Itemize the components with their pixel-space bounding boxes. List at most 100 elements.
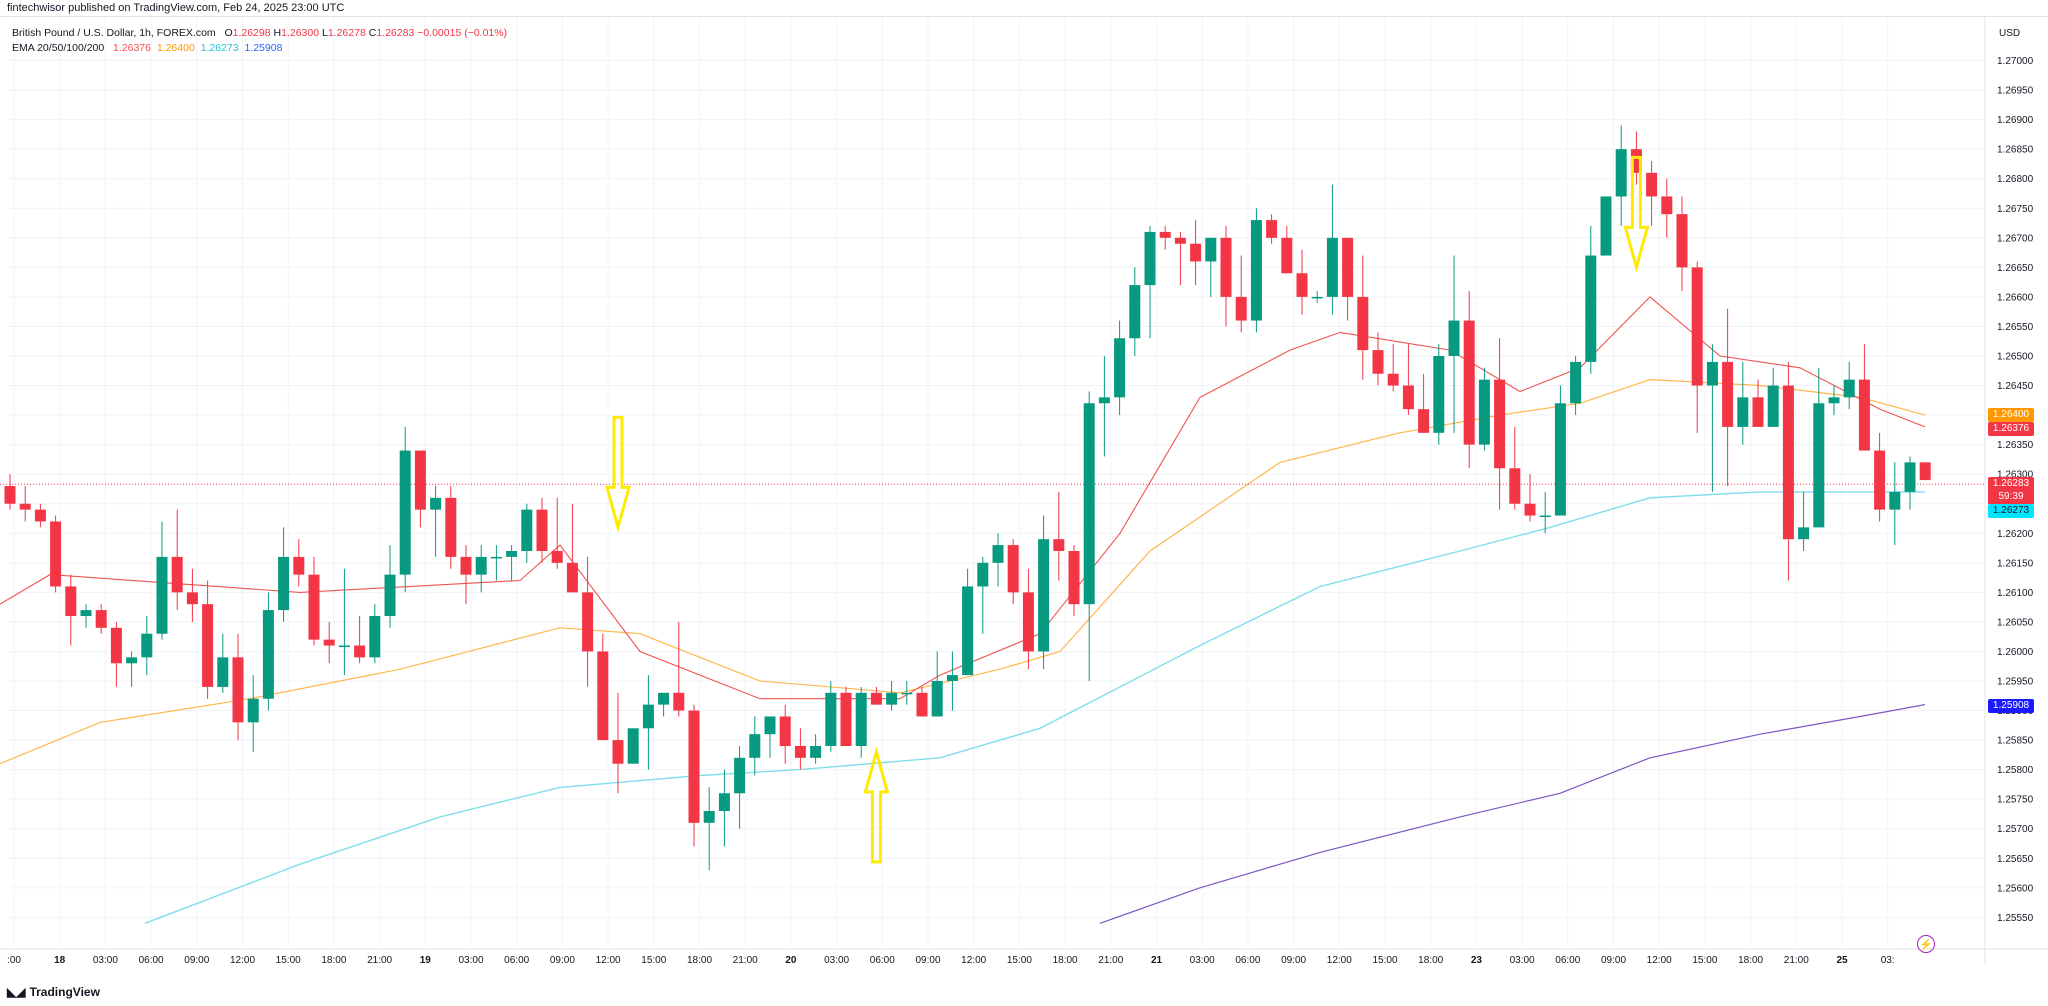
candle-up	[475, 556, 487, 575]
ema20-value: 1.26376	[113, 42, 151, 54]
candle-down	[1190, 243, 1202, 262]
y-tick-label: 1.25800	[1997, 765, 2034, 776]
candle-down	[445, 497, 457, 557]
candle-up	[642, 704, 654, 729]
candle-down	[1022, 592, 1034, 652]
candle-down	[840, 692, 852, 746]
candle-down	[1159, 231, 1171, 238]
candle-down	[1174, 237, 1186, 244]
candle-down	[19, 503, 31, 510]
ema200-line	[1099, 704, 1926, 924]
ema100-line	[144, 491, 1925, 924]
candle-down	[582, 592, 594, 652]
x-tick-label: 06:00	[1555, 955, 1580, 966]
y-tick-label: 1.26750	[1997, 204, 2034, 215]
candle-up	[1843, 379, 1855, 398]
y-tick-label: 1.25850	[1997, 736, 2034, 747]
candle-up	[1083, 403, 1095, 605]
arrow-up-annotation	[863, 746, 890, 864]
x-tick-label: 03:00	[824, 955, 849, 966]
candle-up	[718, 793, 730, 811]
x-tick-label: 12:00	[961, 955, 986, 966]
x-tick-label: 21:00	[733, 955, 758, 966]
arrow-down-annotation	[605, 415, 631, 534]
ema-label: EMA 20/50/100/200	[12, 42, 105, 54]
candle-up	[962, 586, 974, 676]
tradingview-logo-icon: ◣◢	[7, 985, 26, 999]
y-tick-label: 1.25550	[1997, 913, 2034, 924]
candle-down	[1661, 196, 1673, 215]
tradingview-logo[interactable]: ◣◢ TradingView	[7, 985, 100, 999]
candle-down	[50, 521, 62, 587]
ema100-price-tag: 1.26273	[1988, 504, 2034, 519]
y-tick-label: 1.26300	[1997, 470, 2034, 481]
candle-down	[1418, 409, 1430, 433]
candle-up	[1585, 255, 1597, 362]
candle-down	[673, 692, 685, 711]
candle-up	[734, 757, 746, 794]
y-tick-label: 1.26050	[1997, 617, 2034, 628]
x-tick-label: 03:00	[93, 955, 118, 966]
y-tick-label: 1.25600	[1997, 883, 2034, 894]
candle-up	[521, 509, 533, 551]
candle-up	[749, 734, 761, 758]
candle-up	[1326, 237, 1338, 297]
candle-down	[1387, 373, 1399, 386]
candle-down	[95, 610, 107, 628]
x-tick-label: 18:00	[1053, 955, 1078, 966]
candle-up	[1478, 379, 1490, 445]
candle-down	[1676, 214, 1688, 268]
candle-up	[1615, 149, 1627, 197]
chart-legend: British Pound / U.S. Dollar, 1h, FOREX.c…	[12, 26, 507, 56]
x-tick-label: 15:00	[1007, 955, 1032, 966]
candle-up	[247, 698, 259, 723]
candle-down	[1068, 551, 1080, 605]
x-tick-label: 19	[420, 955, 432, 966]
candle-up	[946, 675, 958, 681]
candle-down	[65, 586, 77, 616]
ohlc-l-value: 1.26278	[327, 27, 366, 39]
lightning-icon[interactable]: ⚡	[1917, 935, 1935, 953]
candle-up	[992, 545, 1004, 563]
x-tick-label: :00	[7, 955, 21, 966]
candle-up	[399, 450, 411, 575]
ema50-price-tag: 1.26400	[1988, 408, 2034, 423]
publisher-text: fintechwisor published on TradingView.co…	[7, 2, 345, 14]
candle-up	[931, 681, 943, 717]
ema100-value: 1.26273	[200, 42, 239, 54]
ohlc-c-label: C	[368, 27, 377, 39]
candle-down	[308, 574, 320, 640]
legend-ema-row: EMA 20/50/100/200 1.26376 1.26400 1.2627…	[12, 41, 507, 56]
chart-background	[0, 17, 2048, 981]
candle-up	[1904, 462, 1916, 492]
price-chart[interactable]: 1.25550 1.25600 1.25650 1.25700 1.25750 1.258…	[0, 17, 2048, 981]
x-tick-label: 06:00	[504, 955, 529, 966]
x-tick-label: 03:00	[458, 955, 483, 966]
y-tick-label: 1.26800	[1997, 174, 2034, 185]
currency-label[interactable]: USD	[1999, 28, 2021, 39]
candle-down	[1372, 350, 1384, 374]
candle-up	[1570, 361, 1582, 404]
x-tick-label: 21:00	[1784, 955, 1809, 966]
y-tick-label: 1.26650	[1997, 263, 2034, 274]
x-tick-label: 21:00	[1098, 955, 1123, 966]
candle-down	[1463, 320, 1475, 445]
x-tick-label: 03:	[1881, 955, 1895, 966]
ema50-line	[0, 378, 1926, 765]
candle-up	[627, 728, 639, 764]
candle-up	[1737, 397, 1749, 427]
x-tick-label: 21:00	[367, 955, 392, 966]
x-tick-label: 09:00	[1281, 955, 1306, 966]
arrow-down-annotation	[1623, 155, 1650, 274]
candle-down	[1296, 273, 1308, 297]
candle-up	[1813, 403, 1825, 528]
candle-up	[658, 692, 670, 705]
x-tick-label: 09:00	[550, 955, 575, 966]
candle-up	[1114, 338, 1126, 398]
candle-down	[171, 556, 183, 593]
x-tick-label: 21	[1151, 955, 1163, 966]
x-tick-label: 18:00	[1738, 955, 1763, 966]
candle-down	[4, 486, 16, 504]
candle-down	[916, 692, 928, 717]
candle-down	[202, 604, 214, 687]
